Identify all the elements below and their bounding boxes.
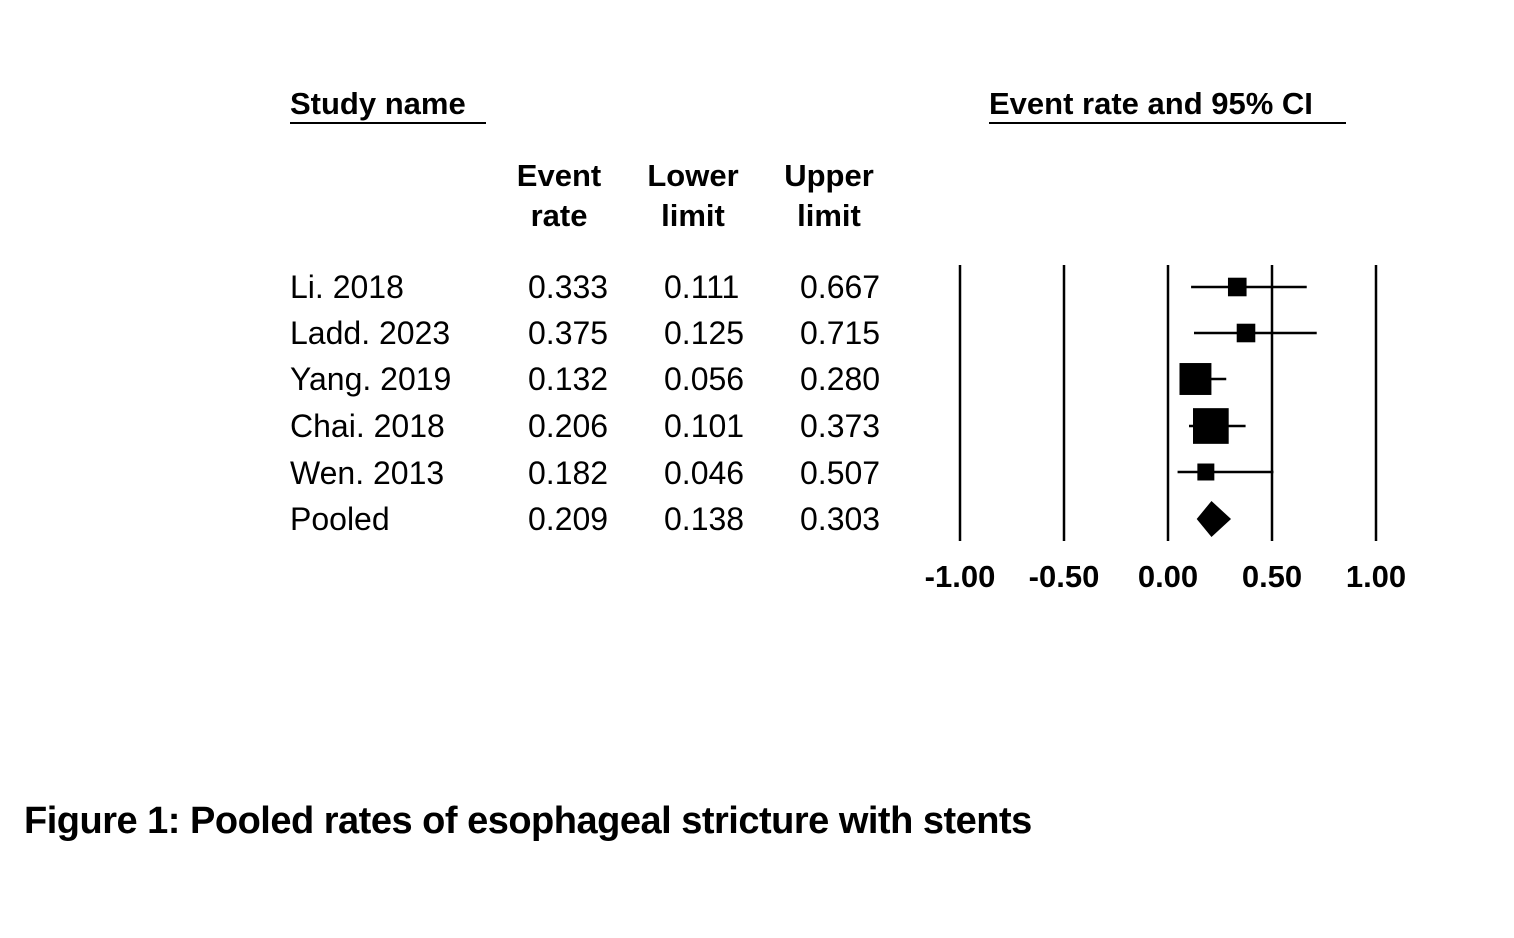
lower-limit-header-line2: limit	[661, 198, 725, 233]
event-rate-cell: 0.132	[528, 361, 609, 397]
study-name-cell: Ladd. 2023	[290, 315, 451, 351]
table-row: Ladd. 2023 0.375 0.125 0.715	[0, 310, 1514, 356]
event-rate-cell: 0.182	[528, 455, 609, 491]
lower-limit-cell: 0.056	[664, 361, 745, 397]
x-tick-label: 0.00	[1138, 559, 1198, 594]
x-tick-label: 0.50	[1242, 559, 1302, 594]
upper-limit-cell: 0.280	[800, 361, 881, 397]
event-rate-header: Event rate	[504, 156, 614, 236]
table-row: Yang. 2019 0.132 0.056 0.280	[0, 356, 1514, 402]
event-rate-cell: 0.209	[528, 501, 609, 537]
upper-limit-header: Upper limit	[774, 156, 884, 236]
study-name-cell: Chai. 2018	[290, 408, 445, 444]
event-rate-header-line2: rate	[530, 198, 588, 233]
point-estimate	[1227, 277, 1247, 297]
table-row: Chai. 2018 0.206 0.101 0.373	[0, 403, 1514, 449]
lower-limit-header: Lower limit	[638, 156, 748, 236]
upper-limit-cell: 0.715	[800, 315, 881, 351]
x-tick-label: 1.00	[1346, 559, 1406, 594]
table-row: Li. 2018 0.333 0.111 0.667	[0, 264, 1514, 310]
plot-title-header: Event rate and 95% CI	[989, 86, 1313, 121]
event-rate-cell: 0.375	[528, 315, 609, 351]
x-tick-label: -1.00	[925, 559, 996, 594]
point-estimate	[1236, 323, 1256, 343]
upper-limit-header-line1: Upper	[784, 158, 874, 193]
study-name-cell: Wen. 2013	[290, 455, 445, 491]
point-estimate	[1179, 363, 1212, 395]
study-name-header: Study name	[290, 86, 466, 121]
forest-plot: -1.00 -0.50 0.00 0.50 1.00	[925, 265, 1406, 594]
lower-limit-cell: 0.101	[664, 408, 745, 444]
study-name-cell: Pooled	[290, 501, 390, 537]
study-name-cell: Li. 2018	[290, 269, 404, 305]
study-name-underline	[290, 122, 486, 124]
x-tick-label: -0.50	[1029, 559, 1100, 594]
lower-limit-cell: 0.138	[664, 501, 745, 537]
table-row: Wen. 2013 0.182 0.046 0.507	[0, 450, 1514, 496]
event-rate-cell: 0.333	[528, 269, 609, 305]
pooled-row: Pooled 0.209 0.138 0.303	[0, 496, 1514, 542]
upper-limit-cell: 0.507	[800, 455, 881, 491]
study-name-cell: Yang. 2019	[290, 361, 452, 397]
lower-limit-cell: 0.111	[664, 269, 740, 305]
upper-limit-header-line2: limit	[797, 198, 861, 233]
upper-limit-cell: 0.373	[800, 408, 881, 444]
upper-limit-cell: 0.667	[800, 269, 881, 305]
lower-limit-cell: 0.125	[664, 315, 745, 351]
event-rate-cell: 0.206	[528, 408, 609, 444]
figure-caption: Figure 1: Pooled rates of esophageal str…	[24, 800, 1032, 842]
point-estimate	[1193, 408, 1229, 444]
event-rate-header-line1: Event	[516, 158, 602, 193]
lower-limit-header-line1: Lower	[647, 158, 739, 193]
point-estimate	[1197, 463, 1215, 481]
plot-title-underline	[989, 122, 1346, 124]
pooled-diamond	[1196, 501, 1232, 537]
upper-limit-cell: 0.303	[800, 501, 881, 537]
lower-limit-cell: 0.046	[664, 455, 745, 491]
